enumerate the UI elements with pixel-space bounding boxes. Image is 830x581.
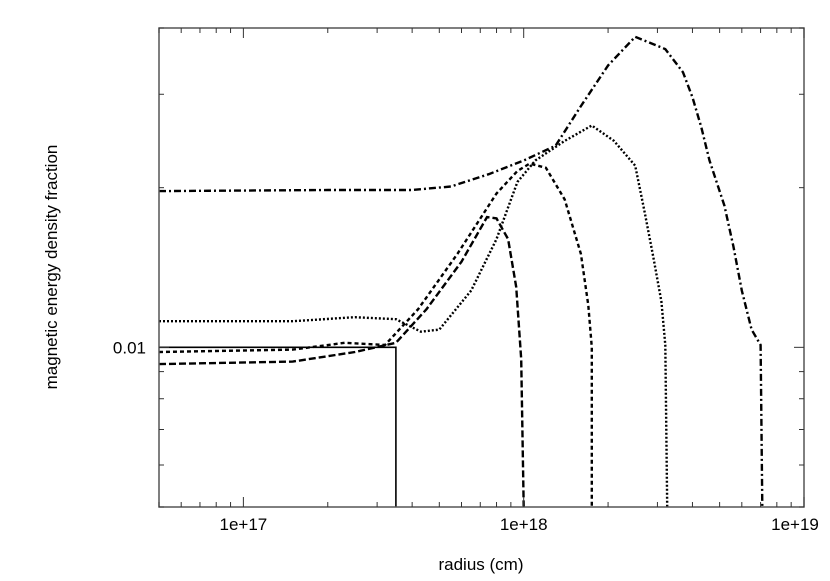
plot-frame (158, 27, 805, 508)
x-tick-label: 1e+19 (771, 515, 819, 534)
x-tick-label: 1e+18 (500, 515, 548, 534)
series-short-dash (158, 162, 593, 507)
axis-ticks (158, 27, 805, 508)
y-axis-label: magnetic energy density fraction (42, 145, 61, 390)
series-solid (159, 346, 397, 507)
series-dotted (159, 124, 669, 508)
x-axis-label: radius (cm) (438, 555, 523, 574)
plot-series (158, 35, 764, 508)
series-long-dash (158, 215, 525, 508)
x-tick-labels: 1e+17 1e+18 1e+19 (220, 515, 819, 534)
y-tick-labels: 0.01 (113, 338, 146, 357)
y-tick-label: 0.01 (113, 338, 146, 357)
series-dash-dot (158, 35, 764, 508)
x-tick-label: 1e+17 (220, 515, 268, 534)
